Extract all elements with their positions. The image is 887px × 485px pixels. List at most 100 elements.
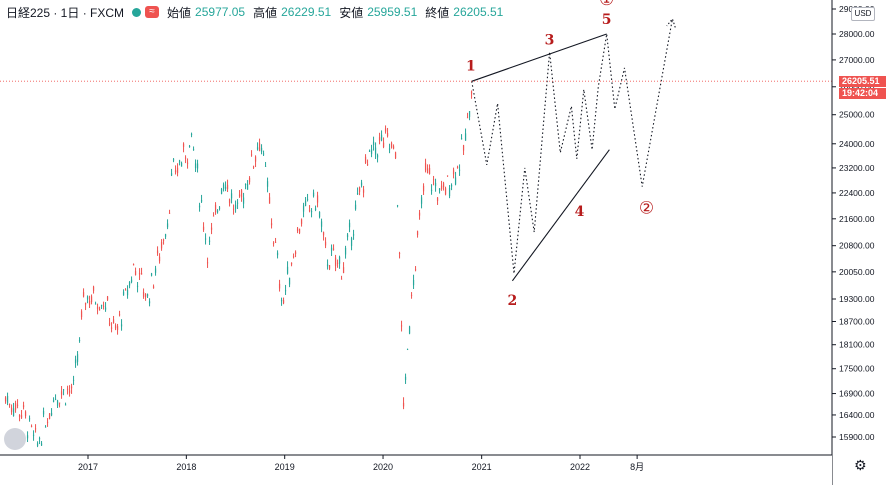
price-tick-label: 18100.00 <box>839 340 875 350</box>
wave-label: 3 <box>545 32 555 48</box>
candle-body <box>50 412 53 416</box>
candle-body <box>422 185 425 192</box>
price-tick-label: 15900.00 <box>839 432 875 442</box>
candle-body <box>192 149 195 151</box>
candle-body <box>40 443 43 446</box>
time-tick-label: 2020 <box>373 462 393 472</box>
candle-body <box>84 302 87 305</box>
candle-body <box>96 306 99 310</box>
candle-body <box>234 204 237 209</box>
candle-body <box>168 212 171 214</box>
candle-body <box>292 256 295 258</box>
candle-body <box>358 187 361 192</box>
candle-body <box>128 281 131 286</box>
candle-body <box>102 305 105 307</box>
candle-body <box>54 398 57 400</box>
price-axis[interactable]: 15900.00 16400.00 16900.00 17500.00 18100.00… <box>831 0 887 485</box>
time-tick-label: 8月 <box>630 462 644 472</box>
candle-body <box>154 268 157 273</box>
candle-body <box>218 207 221 209</box>
wave-labels-layer: 1 2 3 4 5 ① ② <box>466 0 654 309</box>
candle-body <box>254 156 257 162</box>
tradingview-logo-icon[interactable] <box>4 428 26 450</box>
candle-body <box>374 147 377 155</box>
candle-body <box>280 299 283 302</box>
candle-body <box>36 443 39 446</box>
countdown-tag: 19:42:04 <box>839 88 886 99</box>
candle-body <box>356 192 359 195</box>
price-tick-label: 16400.00 <box>839 410 875 420</box>
candle-body <box>376 155 379 158</box>
high-value: 26229.51 <box>281 5 332 19</box>
candle-body <box>66 388 69 390</box>
candle-body <box>324 241 327 246</box>
candle-body <box>464 133 467 141</box>
candle-body <box>200 199 203 202</box>
candle-body <box>338 257 341 264</box>
candle-body <box>104 307 107 310</box>
candle-body <box>72 379 75 381</box>
candle-body <box>110 327 113 329</box>
candle-body <box>442 183 445 188</box>
drawings-layer <box>0 17 832 282</box>
candle-body <box>256 147 259 150</box>
candle-body <box>212 215 215 217</box>
settings-gear-icon[interactable]: ⚙ <box>854 457 867 473</box>
wave-label: ① <box>599 0 614 10</box>
candle-body <box>56 400 59 406</box>
candle-body <box>132 263 135 266</box>
close-label: 終値 <box>425 5 450 20</box>
candle-body <box>392 146 395 149</box>
candle-body <box>164 234 167 237</box>
approx-badge[interactable]: ≈ <box>145 6 160 18</box>
candle-body <box>360 182 363 186</box>
last-price-tag: 26205.51 <box>839 76 886 87</box>
candle-body <box>158 256 161 262</box>
low-label: 安値 <box>339 5 364 20</box>
candle-body <box>130 279 133 283</box>
candle-body <box>136 285 139 287</box>
time-tick-label: 2017 <box>78 462 98 472</box>
candle-body <box>440 185 443 190</box>
candle-body <box>74 359 77 364</box>
candle-body <box>350 238 353 246</box>
candle-body <box>174 170 177 173</box>
candle-body <box>444 188 447 195</box>
candle-body <box>82 292 85 297</box>
currency-button[interactable]: USD <box>851 7 875 21</box>
candle-body <box>434 182 437 187</box>
candle-body <box>404 376 407 380</box>
candle-body <box>222 184 225 189</box>
time-axis[interactable]: 2017 2018 2019 2020 2021 2022 8月 <box>0 454 832 485</box>
candle-body <box>306 199 309 201</box>
symbol-title[interactable]: 日経225 · 1日 · FXCM <box>6 5 125 20</box>
candle-body <box>396 205 399 207</box>
candle-body <box>166 223 169 228</box>
candle-body <box>406 349 409 351</box>
candle-body <box>468 111 471 117</box>
candle-body <box>184 157 187 159</box>
candle-body <box>4 397 7 402</box>
chart-legend: 日経225 · 1日 · FXCM ≈ 始値 25977.05 高値 26229.5… <box>6 4 503 20</box>
candle-body <box>226 184 229 189</box>
candle-body <box>318 211 321 217</box>
candle-body <box>426 168 429 174</box>
candle-body <box>294 251 297 255</box>
candle-body <box>410 294 413 296</box>
time-tick-label: 2018 <box>176 462 196 472</box>
candle-body <box>238 194 241 197</box>
close-value: 26205.51 <box>453 5 504 19</box>
candle-body <box>466 117 469 119</box>
candle-body <box>334 257 337 266</box>
candle-body <box>20 415 23 418</box>
candle-body <box>150 273 153 276</box>
candle-body <box>236 202 239 204</box>
candle-body <box>144 293 147 297</box>
candle-body <box>424 163 427 171</box>
candle-body <box>322 232 325 236</box>
candle-body <box>90 296 93 302</box>
candle-body <box>278 283 281 289</box>
candle-body <box>246 183 249 190</box>
time-tick-label: 2019 <box>275 462 295 472</box>
